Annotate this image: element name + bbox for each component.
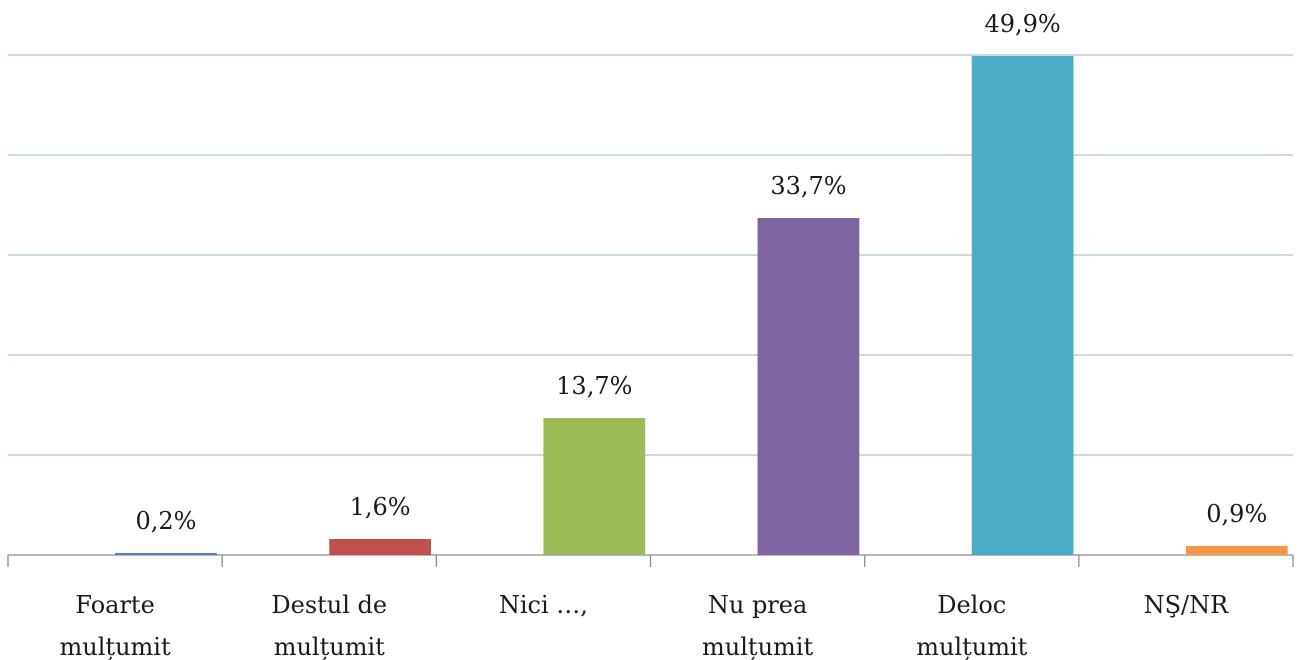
- x-tick-label: Foarte mulțumit: [59, 591, 171, 660]
- bar: [329, 539, 431, 555]
- bar: [115, 553, 217, 555]
- value-label: 33,7%: [770, 172, 846, 200]
- value-label: 0,9%: [1206, 500, 1267, 528]
- x-tick-label: Deloc mulțumit: [916, 591, 1028, 660]
- value-label: 13,7%: [556, 372, 632, 400]
- bar: [543, 418, 646, 555]
- x-tick-label: Destul de mulțumit: [271, 591, 388, 660]
- bar: [757, 218, 860, 555]
- x-tick-label: Nu prea mulțumit: [702, 591, 814, 660]
- bar: [971, 56, 1074, 555]
- x-tick-label: Nici …,: [498, 591, 588, 619]
- x-tick-label: NŞ/NR: [1143, 591, 1229, 619]
- value-label: 0,2%: [135, 507, 196, 535]
- value-label: 49,9%: [984, 10, 1060, 38]
- bar: [1185, 546, 1288, 555]
- value-label: 1,6%: [350, 493, 411, 521]
